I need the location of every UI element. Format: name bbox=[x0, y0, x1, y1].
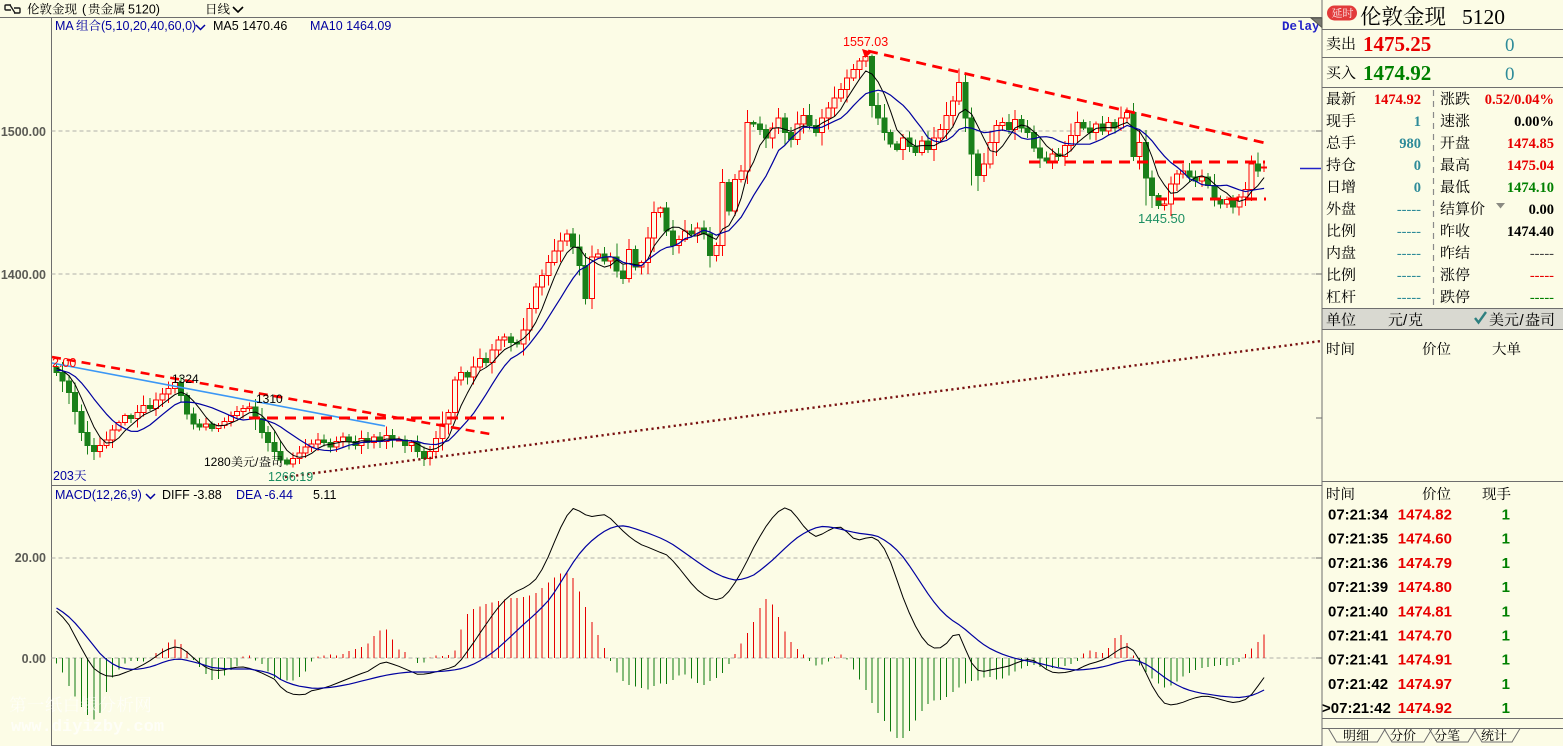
svg-text:07:21:36: 07:21:36 bbox=[1328, 555, 1388, 572]
svg-text:0: 0 bbox=[1414, 180, 1421, 196]
svg-text:1474.92: 1474.92 bbox=[1398, 700, 1452, 717]
svg-text:1475.04: 1475.04 bbox=[1507, 158, 1554, 174]
svg-text:-----: ----- bbox=[1397, 246, 1421, 262]
svg-text:1474.92: 1474.92 bbox=[1374, 92, 1421, 108]
svg-text:07:21:41: 07:21:41 bbox=[1328, 628, 1388, 645]
svg-text:0: 0 bbox=[1414, 158, 1421, 174]
svg-text:1474.82: 1474.82 bbox=[1398, 507, 1452, 524]
svg-text:1474.60: 1474.60 bbox=[1398, 531, 1452, 548]
svg-text:0: 0 bbox=[1505, 35, 1515, 56]
svg-text:Delay: Delay bbox=[1282, 20, 1320, 34]
svg-text:MACD(12,26,9): MACD(12,26,9) bbox=[55, 488, 142, 502]
svg-text:0.00: 0.00 bbox=[22, 652, 46, 666]
svg-text:1: 1 bbox=[1502, 555, 1510, 572]
svg-text:07:21:40: 07:21:40 bbox=[1328, 603, 1388, 620]
svg-text:5120): 5120) bbox=[128, 3, 160, 17]
svg-text:1: 1 bbox=[1502, 700, 1510, 717]
svg-text:/: / bbox=[1520, 312, 1525, 329]
svg-text:0.00: 0.00 bbox=[1529, 202, 1554, 218]
svg-text:0.00%: 0.00% bbox=[1514, 114, 1554, 130]
svg-text:1474.91: 1474.91 bbox=[1398, 652, 1452, 669]
svg-text:www.diyizby.com: www.diyizby.com bbox=[11, 718, 164, 737]
svg-text:1474.80: 1474.80 bbox=[1398, 579, 1452, 596]
svg-text:5.11: 5.11 bbox=[313, 488, 336, 502]
svg-text:1: 1 bbox=[1502, 676, 1510, 693]
svg-text:1475.25: 1475.25 bbox=[1363, 32, 1431, 56]
svg-text:1310: 1310 bbox=[256, 392, 283, 406]
svg-text:1400.00: 1400.00 bbox=[1, 268, 46, 282]
svg-text:1: 1 bbox=[1502, 579, 1510, 596]
svg-text:1266.19: 1266.19 bbox=[268, 470, 313, 484]
svg-text:5120: 5120 bbox=[1462, 5, 1505, 29]
svg-text:1474.85: 1474.85 bbox=[1507, 136, 1554, 152]
svg-text:07:21:34: 07:21:34 bbox=[1328, 507, 1389, 524]
svg-text:1474.10: 1474.10 bbox=[1507, 180, 1554, 196]
svg-text:07:21:35: 07:21:35 bbox=[1328, 531, 1388, 548]
svg-text:-----: ----- bbox=[1397, 268, 1421, 284]
svg-text:1445.50: 1445.50 bbox=[1138, 211, 1185, 226]
svg-text:1474.97: 1474.97 bbox=[1398, 676, 1452, 693]
svg-text:203: 203 bbox=[53, 469, 74, 483]
svg-text:-----: ----- bbox=[1397, 224, 1421, 240]
svg-text:1: 1 bbox=[1502, 652, 1510, 669]
svg-text:-----: ----- bbox=[1530, 246, 1554, 262]
svg-text:/: / bbox=[1403, 312, 1408, 329]
svg-text:1474.79: 1474.79 bbox=[1398, 555, 1452, 572]
svg-text:1: 1 bbox=[1502, 628, 1510, 645]
svg-text:-----: ----- bbox=[1530, 290, 1554, 306]
svg-text:1: 1 bbox=[1502, 507, 1510, 524]
svg-text:-----: ----- bbox=[1397, 202, 1421, 218]
svg-text:1474.70: 1474.70 bbox=[1398, 628, 1452, 645]
svg-text:1474.40: 1474.40 bbox=[1507, 224, 1554, 240]
svg-text:>07:21:42: >07:21:42 bbox=[1322, 700, 1391, 717]
svg-text:1474.92: 1474.92 bbox=[1363, 61, 1431, 85]
svg-text:1: 1 bbox=[1414, 114, 1421, 130]
svg-text:0.52/0.04%: 0.52/0.04% bbox=[1485, 92, 1554, 108]
svg-text:1: 1 bbox=[1502, 603, 1510, 620]
svg-text:07:21:41: 07:21:41 bbox=[1328, 652, 1388, 669]
svg-text:0: 0 bbox=[1505, 64, 1515, 85]
svg-text:/: / bbox=[255, 455, 259, 469]
svg-text:1557.03: 1557.03 bbox=[843, 35, 888, 49]
svg-text:(5,10,20,40,60,0): (5,10,20,40,60,0) bbox=[101, 19, 196, 33]
svg-text:1474.81: 1474.81 bbox=[1398, 603, 1452, 620]
svg-text:980: 980 bbox=[1399, 136, 1421, 152]
svg-text:1280: 1280 bbox=[204, 455, 231, 469]
svg-text:-----: ----- bbox=[1530, 268, 1554, 284]
svg-text:-----: ----- bbox=[1397, 290, 1421, 306]
svg-text:MA: MA bbox=[55, 19, 74, 33]
svg-text:20.00: 20.00 bbox=[15, 551, 46, 565]
svg-text:1324: 1324 bbox=[172, 372, 199, 386]
svg-text:07:21:39: 07:21:39 bbox=[1328, 579, 1388, 596]
svg-text:1: 1 bbox=[1502, 531, 1510, 548]
svg-text:2.00: 2.00 bbox=[52, 356, 76, 370]
svg-text:DIFF -3.88: DIFF -3.88 bbox=[162, 488, 222, 502]
svg-text:(: ( bbox=[82, 3, 87, 17]
svg-text:DEA -6.44: DEA -6.44 bbox=[236, 488, 293, 502]
svg-text:MA5 1470.46: MA5 1470.46 bbox=[213, 19, 287, 33]
svg-text:MA10 1464.09: MA10 1464.09 bbox=[310, 19, 391, 33]
svg-text:07:21:42: 07:21:42 bbox=[1328, 676, 1388, 693]
svg-text:1500.00: 1500.00 bbox=[1, 125, 46, 139]
